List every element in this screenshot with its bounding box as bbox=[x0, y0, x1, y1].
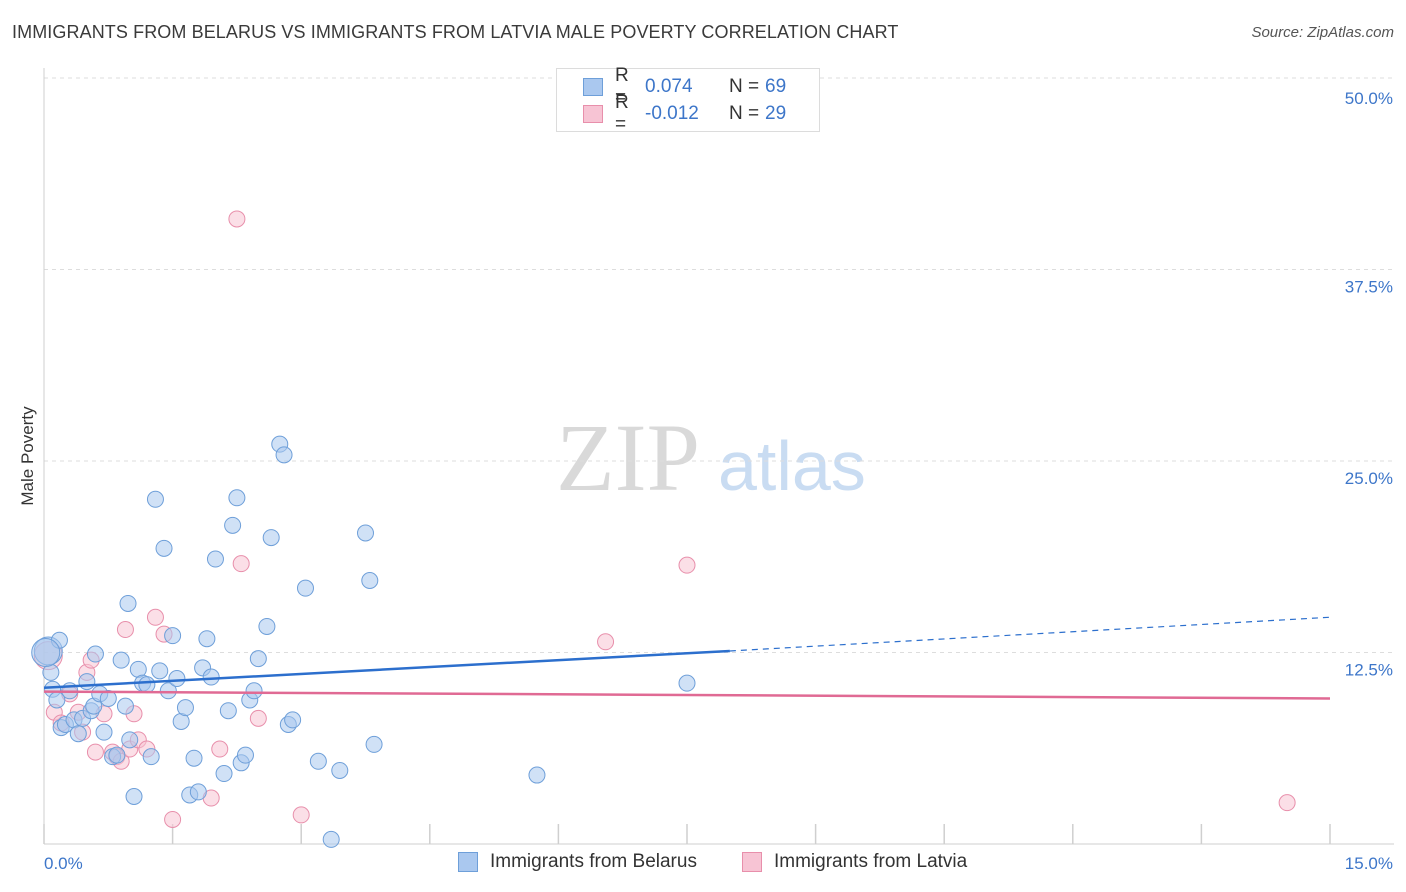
correlation-legend: R = 0.074 N = 69 R = -0.012 N = 29 bbox=[556, 65, 820, 135]
belarus-point bbox=[112, 651, 130, 669]
latvia-legend-label: Immigrants from Latvia bbox=[774, 851, 968, 872]
belarus-point bbox=[189, 783, 207, 801]
belarus-trend-extension bbox=[729, 616, 1331, 652]
latvia-point bbox=[292, 806, 310, 824]
latvia-point bbox=[678, 556, 696, 574]
belarus-swatch bbox=[583, 78, 603, 96]
belarus-point bbox=[185, 749, 203, 767]
legend-n-value: 69 bbox=[765, 76, 787, 97]
latvia-legend-swatch bbox=[742, 852, 762, 872]
belarus-point bbox=[215, 765, 233, 783]
belarus-point bbox=[116, 697, 134, 715]
y-tick-label: 37.5% bbox=[1345, 278, 1393, 297]
belarus-legend-label: Immigrants from Belarus bbox=[490, 851, 697, 872]
belarus-point bbox=[357, 524, 374, 542]
belarus-point bbox=[125, 788, 143, 806]
latvia-point bbox=[116, 621, 134, 639]
legend-r-label: R = bbox=[615, 65, 629, 108]
belarus-point bbox=[275, 446, 293, 464]
belarus-point bbox=[99, 689, 117, 707]
belarus-trend-line bbox=[43, 649, 730, 689]
legend-row-belarus: R = 0.074 N = 69 bbox=[583, 65, 787, 108]
belarus-point bbox=[228, 489, 246, 507]
legend-n-value: 29 bbox=[765, 103, 787, 124]
latvia-point bbox=[86, 743, 104, 761]
y-tick-label: 50.0% bbox=[1345, 89, 1393, 108]
belarus-legend-swatch bbox=[458, 852, 478, 872]
belarus-point bbox=[198, 630, 216, 648]
legend-row-latvia: R = -0.012 N = 29 bbox=[583, 92, 787, 135]
belarus-point bbox=[119, 594, 137, 612]
legend-n-label: N = bbox=[729, 76, 760, 97]
belarus-point bbox=[78, 673, 96, 691]
chart-title: IMMIGRANTS FROM BELARUS VS IMMIGRANTS FR… bbox=[12, 22, 899, 42]
belarus-point bbox=[86, 645, 104, 663]
latvia-point bbox=[232, 555, 250, 573]
belarus-point bbox=[365, 735, 383, 753]
belarus-point bbox=[258, 617, 276, 635]
latvia-point bbox=[211, 740, 229, 758]
latvia-swatch bbox=[583, 105, 603, 123]
latvia-point bbox=[249, 709, 267, 727]
belarus-point bbox=[164, 627, 182, 645]
belarus-point bbox=[138, 676, 156, 694]
x-tick-label-min: 0.0% bbox=[44, 854, 83, 873]
latvia-trend-line bbox=[43, 690, 1331, 700]
belarus-point bbox=[224, 516, 242, 534]
belarus-point bbox=[262, 529, 280, 547]
watermark-zip: ZIP bbox=[556, 404, 700, 511]
belarus-point bbox=[331, 761, 349, 779]
belarus-point bbox=[168, 670, 186, 688]
latvia-point bbox=[146, 608, 164, 626]
belarus-point bbox=[236, 746, 254, 764]
belarus-point bbox=[309, 752, 327, 770]
belarus-point bbox=[121, 731, 139, 749]
belarus-point bbox=[284, 711, 302, 729]
belarus-point bbox=[155, 539, 173, 557]
legend-item-latvia[interactable]: Immigrants from Latvia bbox=[742, 851, 967, 873]
watermark-atlas: atlas bbox=[718, 427, 866, 505]
belarus-point bbox=[361, 571, 379, 589]
belarus-point bbox=[159, 682, 177, 700]
belarus-point bbox=[202, 668, 220, 686]
belarus-point bbox=[206, 550, 224, 568]
series-legend: Immigrants from Belarus Immigrants from … bbox=[0, 851, 1406, 877]
latvia-point bbox=[228, 210, 246, 228]
legend-n-label: N = bbox=[729, 103, 760, 124]
latvia-point bbox=[164, 810, 182, 828]
belarus-point bbox=[146, 490, 164, 508]
belarus-point bbox=[219, 702, 237, 720]
source-label: Source: ZipAtlas.com bbox=[1251, 24, 1394, 41]
belarus-point bbox=[108, 746, 126, 764]
latvia-point bbox=[597, 633, 615, 651]
latvia-point bbox=[1278, 794, 1296, 812]
belarus-point bbox=[245, 682, 263, 700]
y-tick-label: 12.5% bbox=[1345, 661, 1393, 680]
belarus-point bbox=[31, 638, 61, 667]
belarus-point bbox=[296, 579, 314, 597]
belarus-point bbox=[142, 748, 160, 766]
belarus-point bbox=[176, 699, 194, 717]
belarus-point bbox=[678, 674, 696, 692]
belarus-point bbox=[528, 766, 546, 784]
legend-r-label: R = bbox=[615, 92, 629, 135]
legend-item-belarus[interactable]: Immigrants from Belarus bbox=[458, 851, 697, 873]
legend-r-value: 0.074 bbox=[645, 76, 693, 97]
belarus-point bbox=[69, 725, 87, 743]
x-tick-label-max: 15.0% bbox=[1345, 854, 1393, 873]
belarus-point bbox=[249, 650, 267, 668]
belarus-point bbox=[95, 723, 113, 741]
belarus-point bbox=[322, 830, 340, 848]
belarus-point bbox=[151, 662, 169, 680]
legend-r-value: -0.012 bbox=[645, 103, 699, 124]
y-tick-label: 25.0% bbox=[1345, 469, 1393, 488]
